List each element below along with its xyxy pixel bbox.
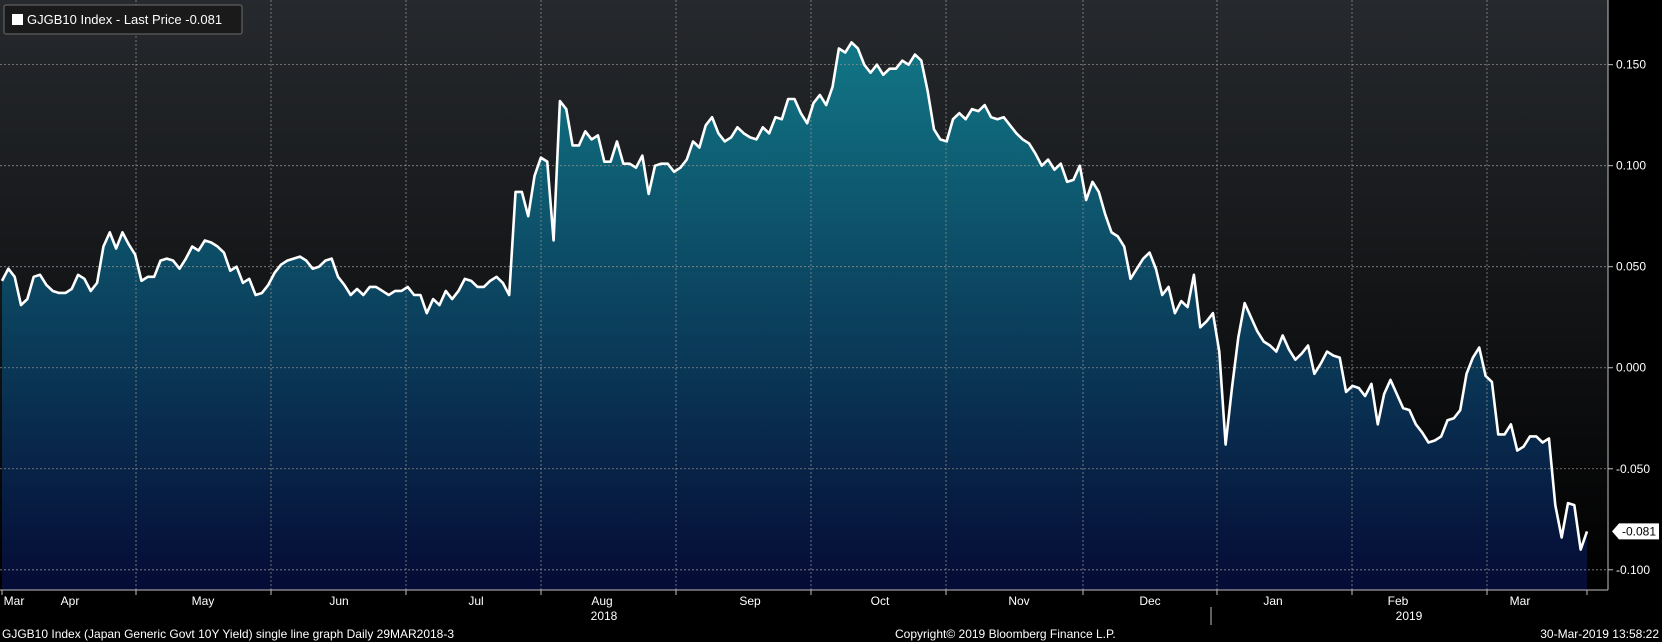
y-ticks-layer: 0.150 0.100 0.050 0.000 -0.050 -0.100 — [1608, 58, 1650, 577]
legend-text: GJGB10 Index - Last Price -0.081 — [27, 12, 222, 27]
x-tick-label: Oct — [871, 594, 890, 608]
x-tick-label: Apr — [61, 594, 80, 608]
y-tick-label: -0.050 — [1616, 462, 1650, 476]
legend-box — [3, 4, 243, 35]
x-tick-label: Sep — [739, 594, 761, 608]
x-tick-label: Jul — [468, 594, 483, 608]
y-tick-label: 0.050 — [1616, 260, 1646, 274]
last-value-label: -0.081 — [1622, 524, 1656, 538]
y-tick-label: -0.100 — [1616, 563, 1650, 577]
series-line — [0, 41, 1589, 551]
grid-layer — [0, 0, 1608, 590]
footer-copyright: Copyright© 2019 Bloomberg Finance L.P. — [895, 627, 1116, 641]
last-value-tag: -0.081 — [1612, 523, 1659, 540]
last-value-tag-shape — [1612, 523, 1659, 540]
year-labels: 2018 2019 — [591, 609, 1423, 623]
y-tick-label: 0.000 — [1616, 361, 1646, 375]
legend-swatch — [12, 14, 23, 25]
x-tick-label: Dec — [1139, 594, 1160, 608]
x-tick-label: Jun — [329, 594, 348, 608]
x-tick-label: Mar — [4, 594, 25, 608]
series-area-fill — [2, 42, 1587, 590]
y-tick-label: 0.150 — [1616, 58, 1646, 72]
year-label: 2018 — [591, 609, 618, 623]
footer-description: GJGB10 Index (Japan Generic Govt 10Y Yie… — [2, 627, 454, 641]
footer-timestamp: 30-Mar-2019 13:58:22 — [1540, 627, 1659, 641]
x-tick-label: Feb — [1388, 594, 1409, 608]
x-tick-label: Nov — [1008, 594, 1029, 608]
x-ticks-layer: Mar Apr May Jun Jul Aug Sep Oct Nov Dec Jan Feb Mar — [1, 590, 1588, 608]
x-tick-label: Mar — [1510, 594, 1531, 608]
x-tick-label: Aug — [591, 594, 612, 608]
x-tick-label: May — [192, 594, 215, 608]
x-tick-label: Jan — [1263, 594, 1282, 608]
year-label: 2019 — [1396, 609, 1423, 623]
y-tick-label: 0.100 — [1616, 159, 1646, 173]
legend: GJGB10 Index - Last Price -0.081 — [3, 4, 243, 35]
